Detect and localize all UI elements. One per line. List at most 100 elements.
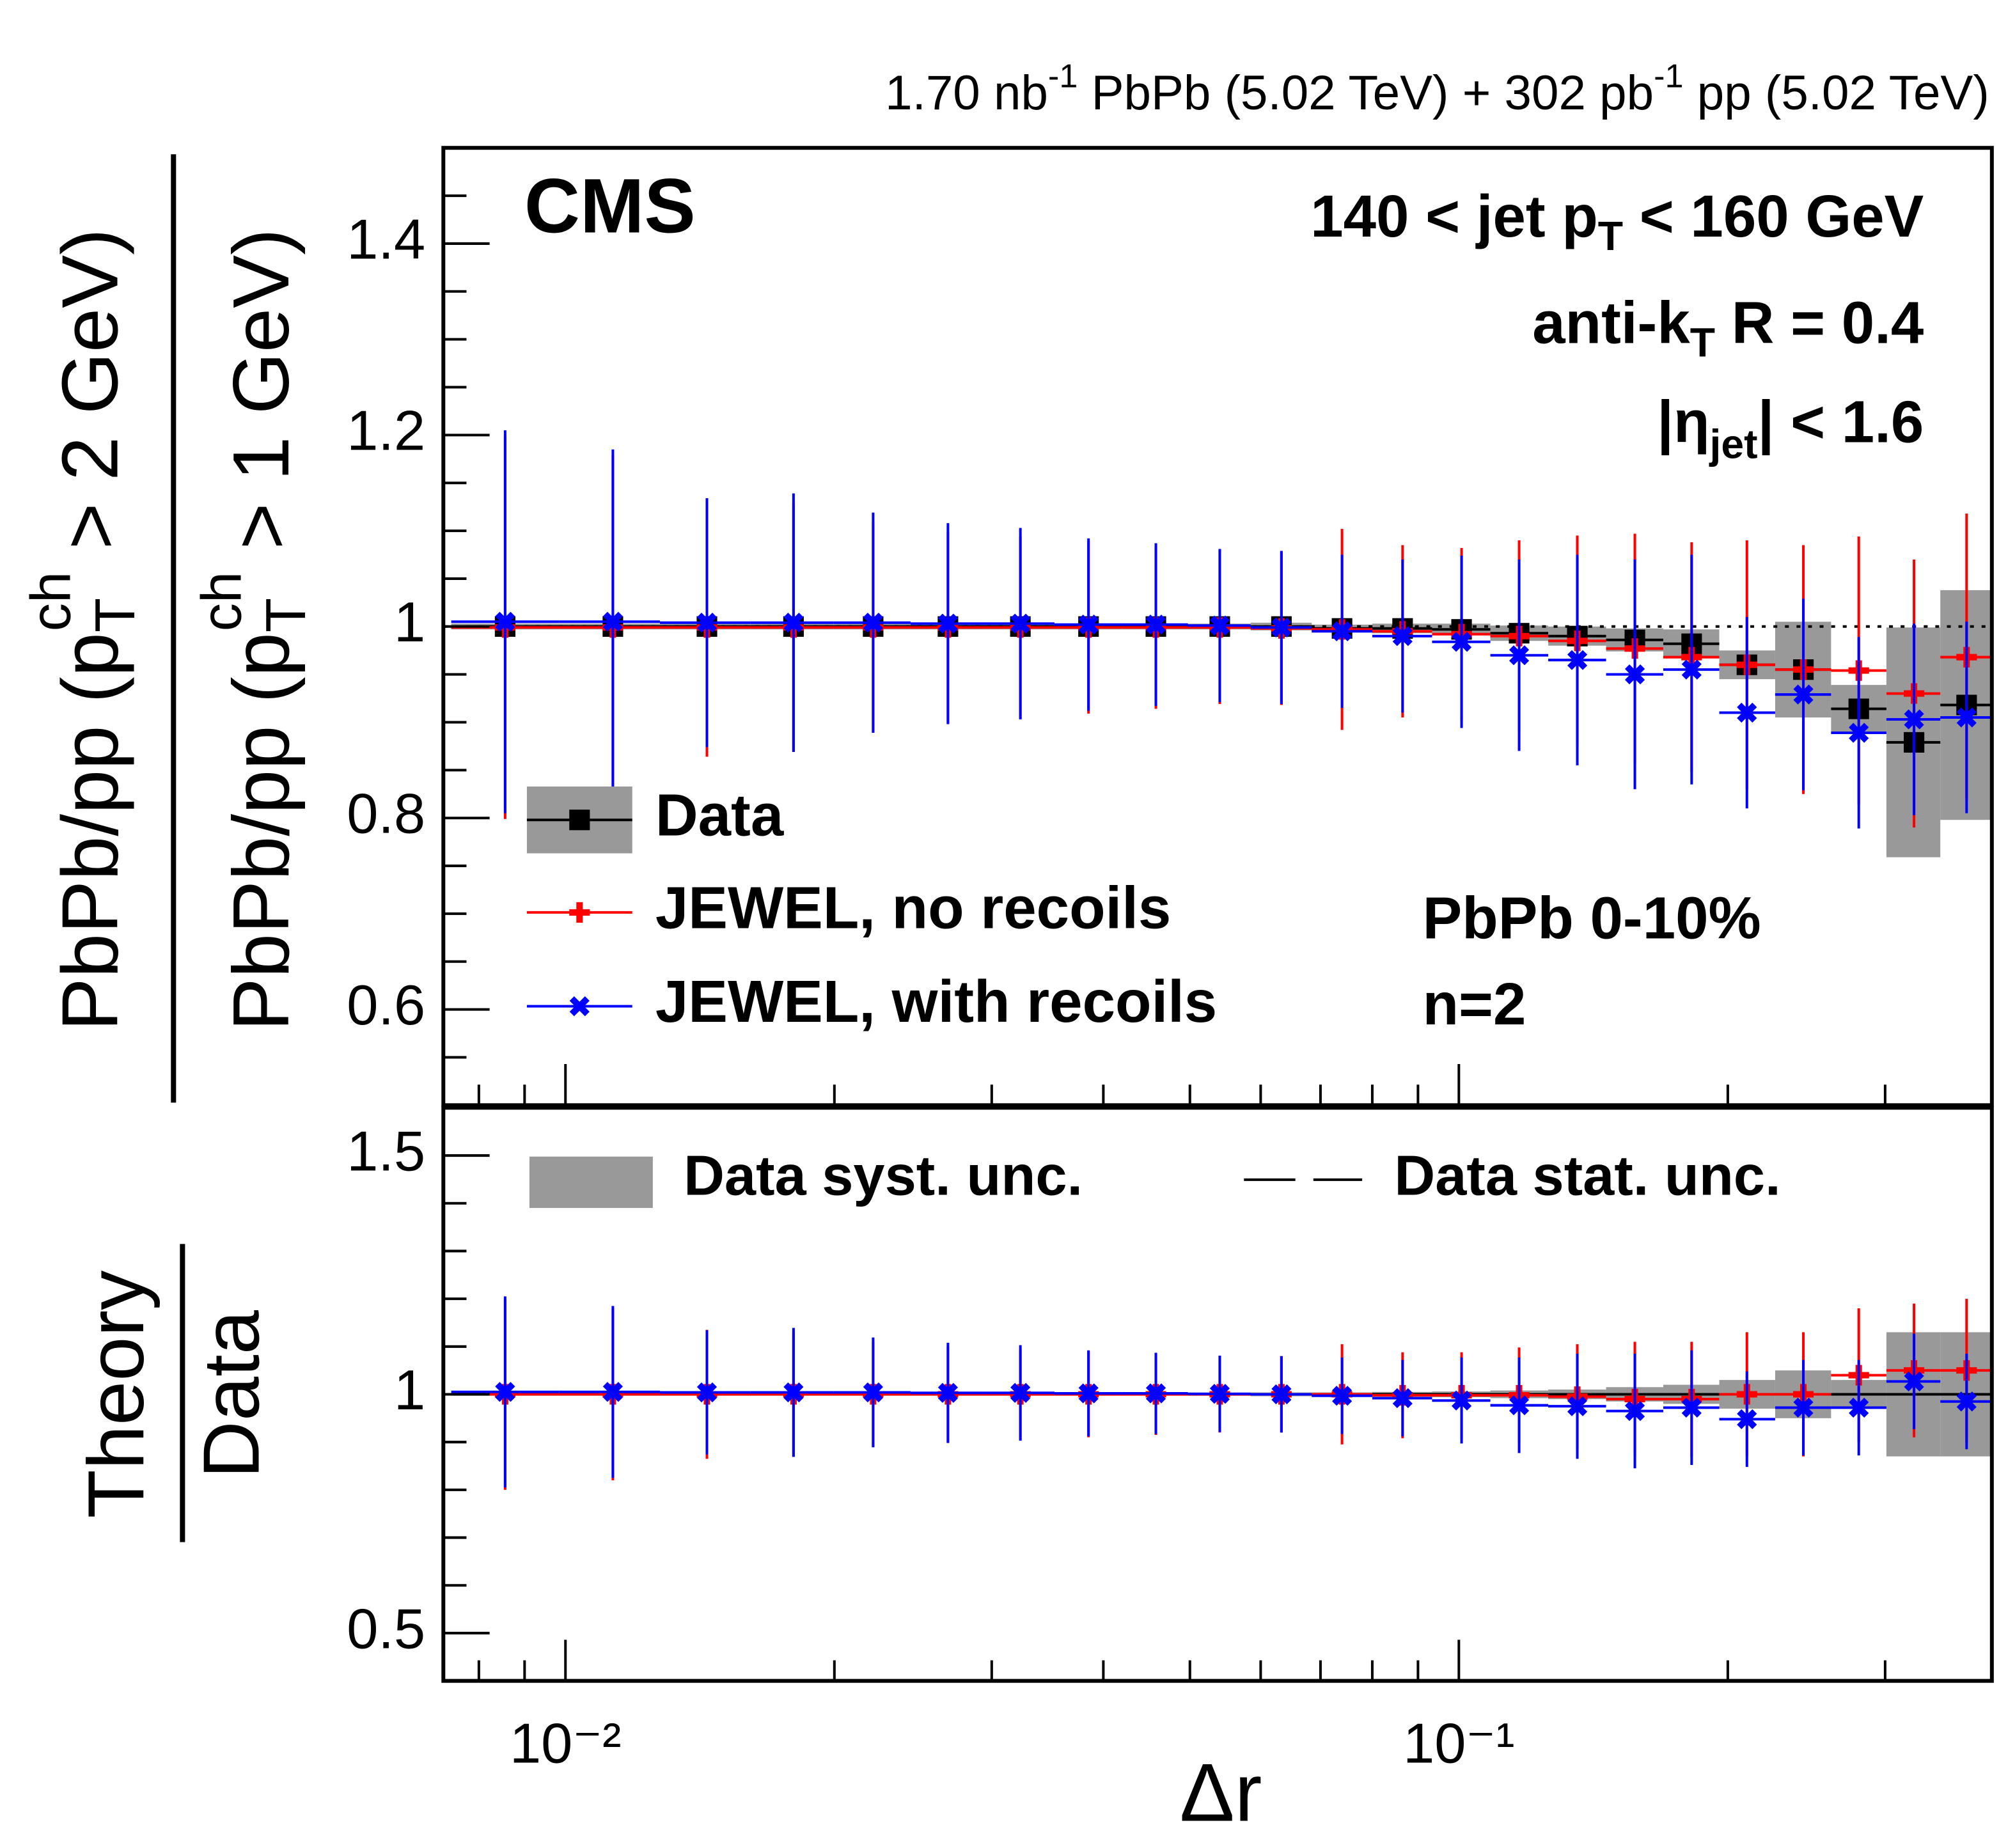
experiment-label: CMS — [524, 163, 696, 249]
annotation-part: T — [1690, 320, 1715, 366]
y-title-bottom: Data — [187, 1310, 276, 1478]
y-tick-label: 1.4 — [347, 207, 425, 270]
marker — [1392, 1388, 1413, 1409]
y-tick-label: 0.6 — [347, 973, 425, 1037]
y-title-part: > 2 GeV) — [46, 228, 135, 572]
marker — [863, 613, 884, 633]
marker — [1624, 664, 1645, 685]
annotation: |ηjet| < 1.6 — [1657, 389, 1924, 467]
annotation-part: < 160 GeV — [1623, 183, 1924, 249]
marker — [495, 611, 515, 632]
marker — [1271, 1384, 1292, 1405]
marker — [937, 1382, 958, 1403]
marker — [1392, 626, 1413, 646]
marker — [937, 613, 958, 634]
y-title-denominator: PbPb/pp (pTch > 1 GeV) — [190, 228, 317, 1031]
annotation: 140 < jet pT < 160 GeV — [1310, 183, 1924, 259]
marker — [1078, 1383, 1099, 1404]
lumi-part: PbPb (5.02 TeV) + 302 pb — [1078, 66, 1654, 120]
annotation: n=2 — [1423, 971, 1526, 1037]
marker — [1332, 1386, 1352, 1406]
annotation-part: anti-k — [1532, 290, 1690, 356]
y-title-part: ch — [190, 572, 253, 631]
y-tick-label: 0.5 — [347, 1597, 425, 1660]
x-tick-label: 10⁻² — [510, 1711, 621, 1774]
y-title-part: > 1 GeV) — [217, 228, 306, 572]
legend-swatch — [569, 810, 590, 831]
marker — [1849, 1397, 1869, 1418]
marker — [863, 1382, 884, 1403]
marker — [1209, 1384, 1230, 1404]
marker — [1010, 1382, 1031, 1403]
lumi-label: 1.70 nb-1 PbPb (5.02 TeV) + 302 pb-1 pp … — [885, 58, 1989, 121]
marker — [1209, 615, 1230, 636]
annotation-part: R = 0.4 — [1715, 290, 1924, 356]
marker — [1078, 615, 1099, 635]
marker — [1624, 1401, 1645, 1421]
marker — [602, 1382, 623, 1402]
marker — [783, 1382, 804, 1403]
marker — [602, 611, 623, 632]
annotation-part: T — [1598, 213, 1623, 259]
marker — [1737, 1409, 1757, 1429]
marker — [1681, 1397, 1702, 1418]
marker — [1793, 1397, 1814, 1418]
legend-label: Data — [655, 782, 784, 849]
marker — [1145, 1383, 1166, 1404]
y-title-part: PbPb/pp (p — [46, 632, 135, 1031]
x-tick-label: 10⁻¹ — [1403, 1711, 1514, 1774]
y-tick-label: 1 — [394, 590, 425, 654]
legend-swatch — [529, 1156, 653, 1209]
annotation-part: jet — [1709, 421, 1758, 467]
marker — [1010, 613, 1031, 634]
y-tick-label: 1.5 — [347, 1119, 425, 1182]
marker — [1509, 645, 1530, 666]
annotation: PbPb 0-10% — [1423, 884, 1761, 951]
marker — [1849, 723, 1869, 743]
marker — [696, 613, 717, 633]
legend-swatch — [569, 996, 590, 1017]
marker — [1793, 684, 1814, 705]
x-axis-title: Δr — [1180, 1747, 1262, 1838]
marker — [1956, 707, 1977, 728]
plot-area: 0.6 0.8 1 1.2 1.4 0.5 1 1.5 10⁻² 10⁻¹ — [347, 146, 1994, 1774]
annotation-part: |η — [1657, 389, 1709, 456]
legend-swatch — [569, 902, 590, 923]
marker — [1737, 702, 1757, 723]
marker — [1904, 1371, 1924, 1391]
lumi-part: -1 — [1654, 58, 1683, 95]
marker — [1332, 621, 1352, 641]
lumi-part: pp (5.02 TeV) — [1684, 66, 1989, 120]
y-title-part: T — [83, 598, 146, 632]
y-title-top: PbPb/pp (pTch > 1 GeV) — [190, 228, 317, 1031]
marker — [1567, 1396, 1588, 1416]
lumi-part: 1.70 nb — [885, 66, 1048, 120]
y-title-part: ch — [19, 572, 82, 631]
y-title-part: PbPb/pp (p — [217, 632, 306, 1031]
y-title-denominator: Data — [187, 1310, 276, 1478]
marker — [1145, 615, 1166, 635]
y-title-part: T — [255, 598, 318, 632]
annotation-part: | < 1.6 — [1758, 389, 1924, 456]
legend-label: Data syst. unc. — [684, 1143, 1083, 1207]
marker — [1904, 709, 1924, 730]
marker — [495, 1382, 515, 1402]
marker — [696, 1382, 717, 1403]
y-tick-label: 1 — [394, 1358, 425, 1421]
legend-label: JEWEL, with recoils — [655, 968, 1217, 1035]
marker — [1681, 659, 1702, 680]
y-title-bottom: Theory — [72, 1270, 161, 1518]
legend-label: JEWEL, no recoils — [655, 874, 1171, 941]
y-title-top: PbPb/pp (pTch > 2 GeV) — [19, 228, 146, 1031]
y-title-numerator: PbPb/pp (pTch > 2 GeV) — [19, 228, 146, 1031]
marker — [1451, 632, 1472, 652]
marker — [1956, 1391, 1977, 1412]
marker — [1271, 617, 1292, 638]
lumi-part: -1 — [1048, 58, 1078, 95]
annotation-part: 140 < jet p — [1310, 183, 1598, 249]
marker — [1509, 1395, 1530, 1416]
marker — [783, 613, 804, 633]
y-tick-label: 0.8 — [347, 782, 425, 845]
